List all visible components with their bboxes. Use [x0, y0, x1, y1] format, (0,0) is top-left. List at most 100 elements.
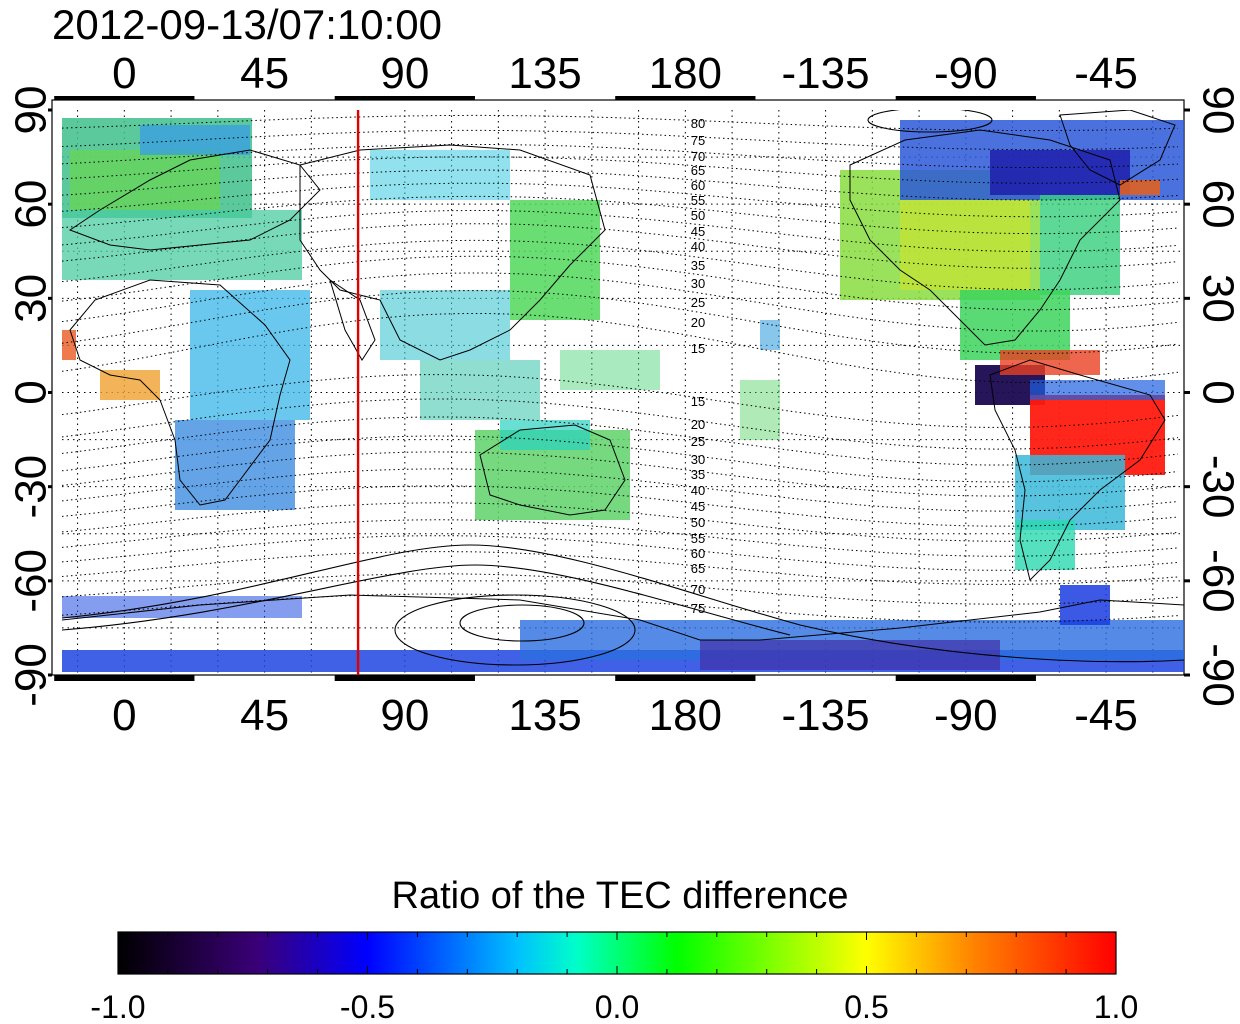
tec-patch	[140, 125, 250, 155]
magnetic-contours	[62, 114, 1179, 623]
bottom-longitude-label: -90	[934, 691, 998, 740]
contour-label: 45	[691, 499, 705, 514]
contour-label: 35	[691, 258, 705, 273]
axis-tick-bar	[895, 96, 1036, 100]
contour-label: 75	[691, 601, 705, 616]
top-longitude-label: 180	[649, 49, 722, 98]
contour-line	[62, 195, 1179, 235]
contour-label: 15	[691, 341, 705, 356]
right-latitude-label: -30	[1193, 455, 1240, 519]
contour-line	[62, 564, 791, 636]
bottom-longitude-label: 180	[649, 691, 722, 740]
colorbar-ticks: -1.0 -0.5 0.0 0.5 1.0	[90, 932, 1138, 1024]
contour-line	[62, 502, 1179, 542]
contour-label: 50	[691, 208, 705, 223]
axis-tick-bar	[615, 96, 756, 100]
contour-label: 40	[691, 483, 705, 498]
left-latitude-label: 0	[7, 380, 56, 404]
tec-patch	[1120, 180, 1160, 195]
map-axes: 0 45 90 135 180 -135 -90 -45 0 45 90 135 180 -135 -90 -…	[7, 49, 1240, 740]
bottom-longitude-label: -135	[782, 691, 870, 740]
colorbar-tick-label: 0.0	[595, 989, 639, 1024]
contour-label: 70	[691, 582, 705, 597]
axis-tick-bar	[334, 675, 475, 681]
top-longitude-label: -45	[1074, 49, 1138, 98]
left-latitude-label: 90	[7, 86, 56, 135]
contour-label: 20	[691, 315, 705, 330]
contour-line	[62, 535, 1179, 571]
contour-ellipse	[459, 604, 585, 642]
tec-patch	[370, 150, 510, 200]
top-longitude-label: 90	[380, 49, 429, 98]
axis-tick-bar	[54, 96, 195, 100]
contour-line	[62, 313, 1179, 384]
tec-patch	[1060, 585, 1110, 625]
bottom-longitude-label: 0	[112, 691, 136, 740]
contour-line	[62, 544, 1184, 663]
tec-patch	[70, 150, 220, 210]
tec-patch	[62, 330, 76, 360]
contour-line	[62, 114, 1179, 132]
tec-patch	[760, 320, 780, 350]
tec-patch	[62, 210, 302, 280]
left-latitude-label: -90	[7, 643, 56, 707]
contour-label: 65	[691, 561, 705, 576]
contour-line	[62, 182, 1179, 218]
bottom-longitude-label: 45	[240, 691, 289, 740]
tec-patch	[1040, 195, 1120, 295]
tec-patch	[990, 150, 1130, 195]
contour-line	[62, 169, 1179, 201]
contour-line	[62, 129, 1179, 151]
contour-label: 40	[691, 239, 705, 254]
axis-tick-bars	[48, 96, 1190, 681]
left-latitude-label: -30	[7, 455, 56, 519]
colorbar-tick-label: -1.0	[90, 989, 145, 1024]
left-latitude-label: 60	[7, 180, 56, 229]
contour-label: 30	[691, 452, 705, 467]
left-latitude-label: 30	[7, 274, 56, 323]
tec-patch	[1030, 380, 1165, 400]
tec-patch	[175, 420, 295, 510]
contour-label: 45	[691, 224, 705, 239]
bottom-longitude-label: -45	[1074, 691, 1138, 740]
contour-labels: 8075706560555045403530252015152025303540…	[691, 116, 705, 616]
contour-label: 60	[691, 546, 705, 561]
contour-label: 25	[691, 295, 705, 310]
colorbar-title: Ratio of the TEC difference	[391, 875, 849, 917]
colorbar-tick-label: -0.5	[340, 989, 395, 1024]
colorbar-tick-label: 0.5	[844, 989, 888, 1024]
contour-line	[62, 272, 1179, 332]
contour-line	[62, 573, 1179, 605]
contour-label: 80	[691, 116, 705, 131]
tec-patch	[1000, 350, 1100, 375]
india-outline	[329, 278, 376, 361]
tec-patch	[500, 420, 590, 450]
contour-label: 55	[691, 193, 705, 208]
contour-label: 55	[691, 531, 705, 546]
contour-ellipse	[394, 594, 636, 666]
axis-tick-bar	[615, 675, 756, 681]
axis-tick-bar	[334, 96, 475, 100]
tec-patch	[510, 200, 600, 320]
contour-ellipse	[867, 110, 993, 133]
bottom-longitude-label: 90	[380, 691, 429, 740]
right-latitude-label: 60	[1193, 180, 1240, 229]
contour-label: 20	[691, 417, 705, 432]
tec-patch	[380, 290, 510, 360]
left-latitude-label: -60	[7, 549, 56, 613]
tec-patch	[420, 360, 540, 420]
figure-title: 2012-09-13/07:10:00	[52, 1, 442, 48]
contour-line	[62, 593, 1179, 623]
contour-label: 65	[691, 163, 705, 178]
tec-patch	[1015, 455, 1125, 530]
asia-outline	[299, 144, 606, 361]
tec-patch	[700, 640, 1000, 670]
right-latitude-label: -60	[1193, 549, 1240, 613]
south-america-outline	[989, 359, 1166, 581]
contour-line	[62, 551, 1179, 585]
right-latitude-label: 30	[1193, 274, 1240, 323]
contour-line	[62, 156, 1179, 184]
contour-label: 25	[691, 434, 705, 449]
contour-label: 30	[691, 276, 705, 291]
